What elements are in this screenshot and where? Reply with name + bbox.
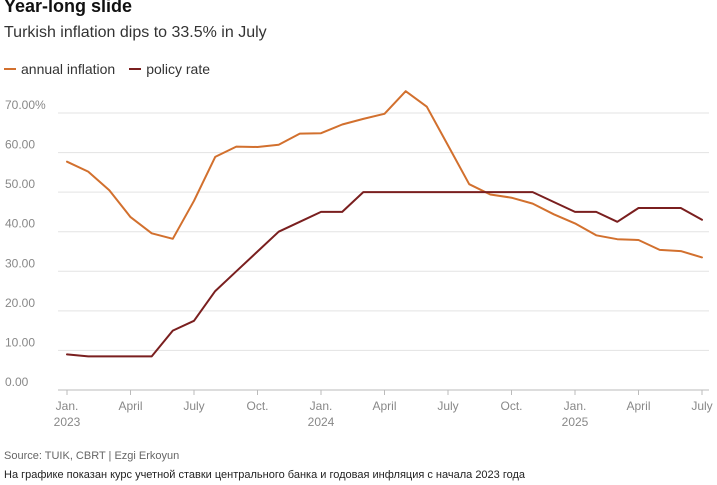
y-tick-label-30: 30.00 [5, 256, 35, 270]
chart-description: На графике показан курс учетной ставки ц… [4, 469, 526, 481]
x-tick-label-9: April [626, 399, 650, 413]
x-tick-label-6: July [437, 399, 458, 413]
y-tick-label-50: 50.00 [5, 177, 35, 191]
x-tick-label-5: April [372, 399, 396, 413]
legend-swatch-annual-inflation [4, 68, 16, 70]
x-tick-year-2023: 2023 [54, 415, 81, 429]
chart-subtitle: Turkish inflation dips to 33.5% in July [4, 24, 267, 41]
line-chart: 0.00 10.00 20.00 30.00 40.00 50.00 60.00 70.00%… [5, 90, 713, 429]
legend-label-annual-inflation: annual inflation [21, 61, 116, 77]
legend: annual inflation policy rate [4, 61, 210, 77]
y-tick-label-70: 70.00% [5, 98, 46, 112]
y-tick-label-60: 60.00 [5, 138, 35, 152]
y-tick-label-40: 40.00 [5, 217, 35, 231]
legend-item-annual-inflation: annual inflation [4, 61, 115, 77]
y-tick-label-10: 10.00 [5, 335, 35, 349]
series-line-policy-rate [66, 191, 703, 358]
x-tick-label-7: Oct. [500, 399, 522, 413]
y-tick-label-20: 20.00 [5, 296, 35, 310]
x-tick-label-4: Jan. [310, 399, 333, 413]
legend-swatch-policy-rate [129, 68, 142, 70]
x-tick-label-2: July [183, 399, 204, 413]
legend-label-policy-rate: policy rate [146, 61, 210, 77]
x-tick-label-10: July [691, 399, 712, 413]
y-tick-label-0: 0.00 [5, 375, 29, 389]
x-tick-label-1: April [118, 399, 142, 413]
x-tick-label-3: Oct. [246, 399, 268, 413]
source-note: Source: TUIK, CBRT | Ezgi Erkoyun [4, 450, 180, 462]
x-tick-label-0: Jan. [56, 399, 79, 413]
x-tick-year-2024: 2024 [308, 415, 335, 429]
legend-item-policy-rate: policy rate [129, 61, 210, 77]
x-tick-year-2025: 2025 [562, 415, 589, 429]
x-tick-label-8: Jan. [564, 399, 587, 413]
series-line-annual-inflation [66, 90, 703, 259]
chart-title: Year-long slide [4, 0, 133, 16]
